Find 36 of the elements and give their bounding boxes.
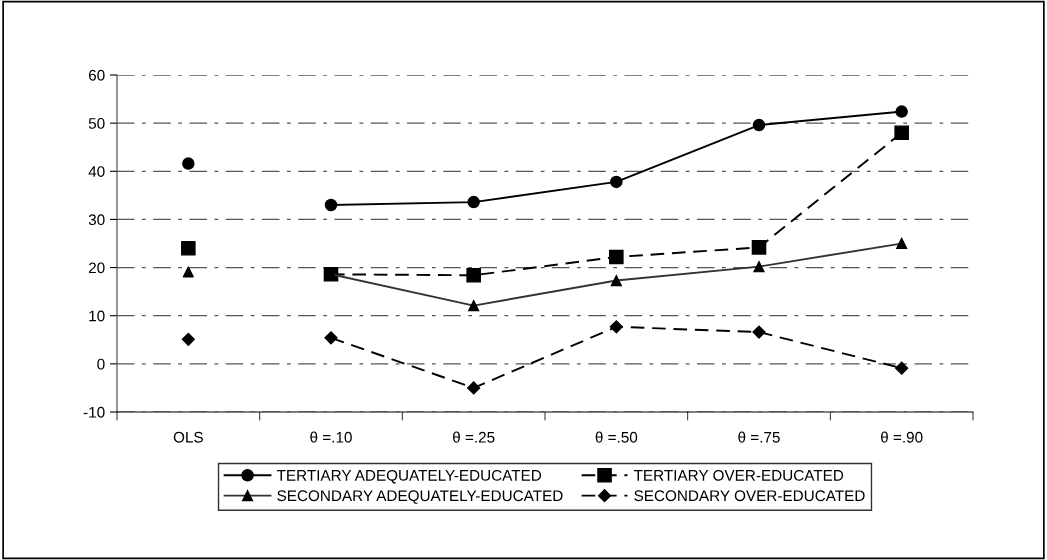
point bbox=[467, 381, 481, 395]
y-tick-label: -10 bbox=[83, 406, 105, 418]
point bbox=[752, 118, 766, 132]
x-tick-label: θ =.75 bbox=[738, 431, 780, 443]
point bbox=[466, 267, 481, 283]
point bbox=[894, 125, 909, 141]
y-tick-label: 30 bbox=[88, 214, 105, 226]
x-tick-label: θ =.50 bbox=[595, 431, 638, 443]
y-tick-label: 10 bbox=[89, 310, 105, 322]
x-tick-label: OLS bbox=[173, 431, 203, 443]
point bbox=[182, 157, 195, 170]
y-tick-label: 60 bbox=[88, 69, 105, 81]
point bbox=[324, 198, 338, 212]
x-tick-label: θ =.90 bbox=[881, 431, 923, 443]
legend-label: TERTIARY OVER-EDUCATED bbox=[633, 469, 844, 481]
point bbox=[895, 105, 908, 118]
y-tick-label: 0 bbox=[97, 358, 105, 370]
point bbox=[181, 241, 196, 256]
point bbox=[182, 266, 194, 278]
point bbox=[609, 249, 624, 265]
point bbox=[751, 240, 767, 255]
legend-label: SECONDARY OVER-EDUCATED bbox=[634, 490, 865, 502]
point bbox=[895, 361, 909, 375]
point bbox=[324, 331, 338, 345]
x-tick-label: θ =.10 bbox=[310, 431, 352, 443]
y-tick-label: 50 bbox=[88, 118, 105, 129]
point bbox=[752, 325, 766, 339]
point bbox=[610, 175, 623, 189]
legend-label: SECONDARY ADEQUATELY-EDUCATED bbox=[277, 490, 563, 504]
point bbox=[609, 320, 623, 334]
y-tick-label: 20 bbox=[88, 262, 105, 274]
point bbox=[467, 195, 480, 209]
point bbox=[181, 332, 195, 346]
legend-label: TERTIARY ADEQUATELY-EDUCATED bbox=[276, 469, 542, 484]
x-tick-label: θ =.25 bbox=[453, 431, 495, 443]
y-tick-label: 40 bbox=[88, 166, 105, 177]
